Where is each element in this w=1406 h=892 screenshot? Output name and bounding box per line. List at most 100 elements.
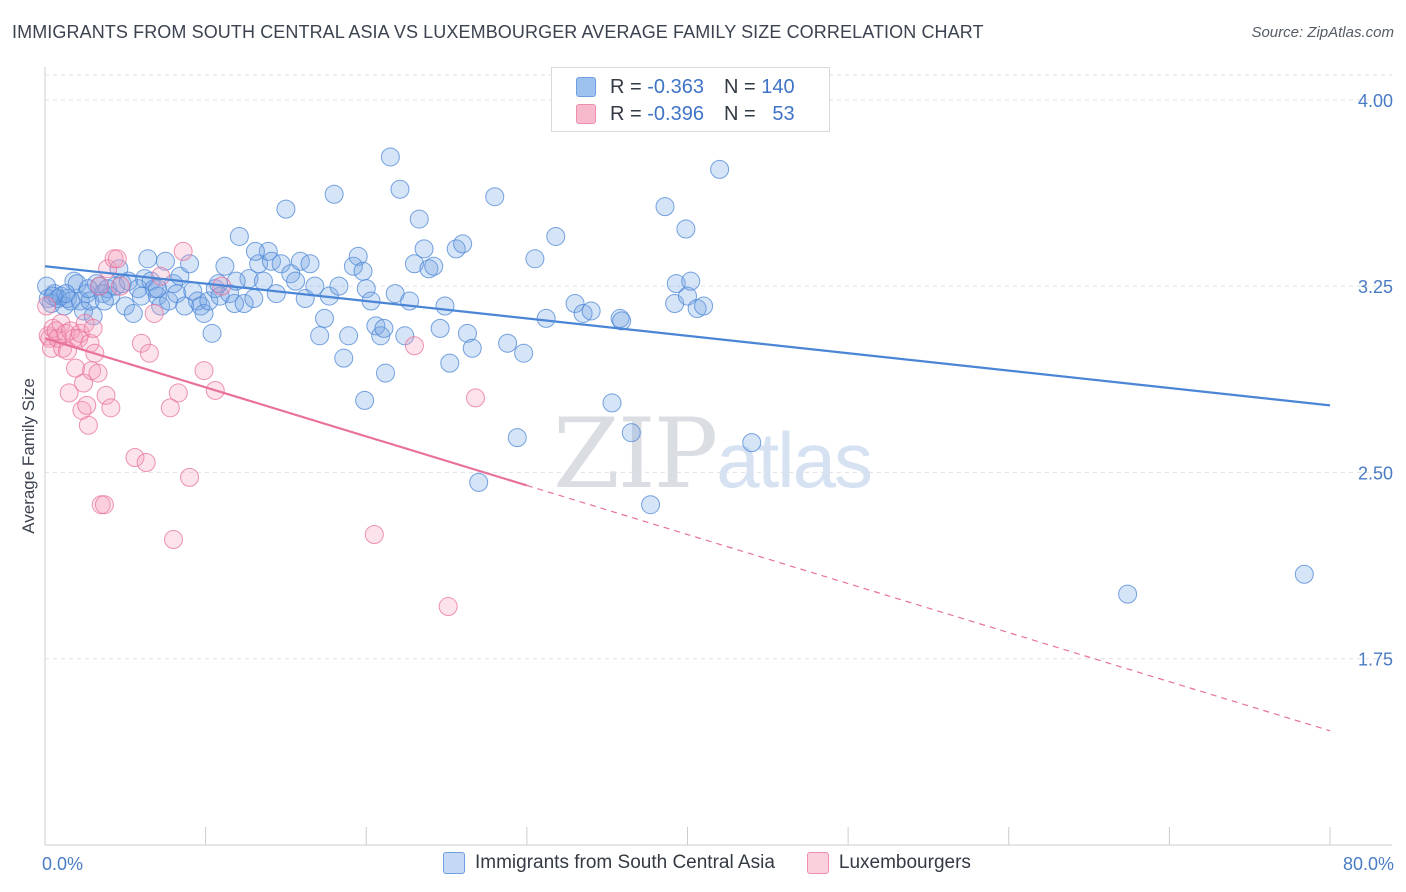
legend-r-label: R = [610, 102, 642, 125]
series-legend-item-south-central-asia: Immigrants from South Central Asia [443, 852, 775, 874]
data-point [175, 296, 195, 316]
data-point [364, 525, 384, 545]
series-legend-label: Luxembourgers [838, 852, 971, 873]
data-point [414, 239, 434, 259]
watermark-atlas: atlas [716, 416, 873, 504]
y-tick-label: 3.25 [1358, 277, 1393, 297]
data-point [66, 358, 86, 378]
legend-r-value: -0.396 [647, 102, 704, 125]
data-point [419, 259, 439, 279]
data-point [438, 597, 458, 617]
data-point [70, 323, 90, 343]
data-point [621, 423, 641, 443]
data-point [215, 256, 235, 276]
data-point [164, 529, 183, 549]
data-point [151, 266, 171, 286]
data-point [188, 291, 208, 311]
data-point [234, 294, 254, 314]
data-point [581, 301, 601, 321]
data-point [602, 393, 622, 413]
series-points-0 [37, 147, 1314, 604]
legend-n-label: N = [723, 75, 756, 98]
data-point [465, 388, 485, 408]
data-point [435, 296, 455, 316]
data-point [88, 363, 108, 383]
data-point [90, 276, 110, 296]
legend-swatch-blue [576, 77, 596, 97]
data-point [173, 241, 193, 261]
y-axis-title: Average Family Size [19, 378, 38, 534]
data-point [78, 415, 98, 435]
data-point [271, 254, 291, 274]
data-point [139, 343, 159, 363]
data-point [380, 147, 400, 167]
trend-line-extension-1 [526, 484, 1331, 732]
data-point [51, 313, 71, 333]
trend-line-0 [44, 265, 1331, 407]
data-point [536, 308, 556, 328]
data-point [107, 249, 127, 269]
legend-n-label: N = [723, 102, 756, 125]
data-point [180, 254, 200, 274]
data-point [115, 296, 135, 316]
data-point [1294, 564, 1314, 584]
data-point [404, 336, 424, 356]
x-tick-label-max: 80.0% [1343, 854, 1394, 874]
data-point [324, 184, 344, 204]
data-point [310, 326, 330, 346]
data-point [286, 271, 306, 291]
data-point [514, 343, 534, 363]
data-point [546, 226, 566, 246]
data-point [641, 495, 661, 515]
data-point [229, 226, 249, 246]
data-point [101, 398, 121, 418]
legend-swatch-pink [576, 104, 596, 124]
series-legend: Immigrants from South Central Asia Luxem… [443, 852, 1003, 874]
data-point [199, 291, 219, 311]
data-point [155, 251, 175, 271]
data-point [202, 323, 222, 343]
data-point [485, 187, 505, 207]
legend-r-label: R = [610, 75, 642, 98]
series-legend-label: Immigrants from South Central Asia [475, 852, 775, 873]
data-point [136, 452, 156, 472]
data-point [168, 383, 188, 403]
data-point [409, 209, 429, 229]
data-point [131, 333, 151, 353]
data-point [110, 276, 130, 296]
legend-r-value: -0.363 [647, 75, 704, 98]
data-point [43, 286, 63, 306]
data-point [77, 395, 97, 415]
data-point [123, 303, 143, 323]
series-swatch-blue [443, 852, 465, 874]
data-point [655, 197, 675, 217]
data-point [245, 241, 265, 261]
data-point [376, 363, 396, 383]
data-point [469, 472, 489, 492]
data-point [430, 318, 450, 338]
data-point [694, 296, 714, 316]
data-point [710, 159, 730, 179]
data-point [125, 448, 145, 468]
data-point [244, 289, 264, 309]
data-point [144, 303, 164, 323]
data-point [37, 296, 57, 316]
data-point [676, 219, 696, 239]
legend-n-value: 53 [772, 102, 795, 125]
data-point [366, 316, 386, 336]
data-point [1118, 584, 1138, 604]
data-point [276, 199, 296, 219]
chart-title: IMMIGRANTS FROM SOUTH CENTRAL ASIA VS LU… [12, 22, 984, 42]
data-point [355, 390, 375, 410]
data-point [225, 294, 245, 314]
trend-line-1 [44, 337, 528, 487]
data-point [147, 279, 167, 299]
data-point [339, 326, 359, 346]
data-point [395, 326, 415, 346]
data-point [314, 308, 334, 328]
data-point [334, 348, 354, 368]
legend-row-south-central-asia: R = -0.363 N = 140 [576, 74, 795, 100]
data-point [681, 271, 701, 291]
data-point [440, 353, 460, 373]
data-point [573, 303, 593, 323]
